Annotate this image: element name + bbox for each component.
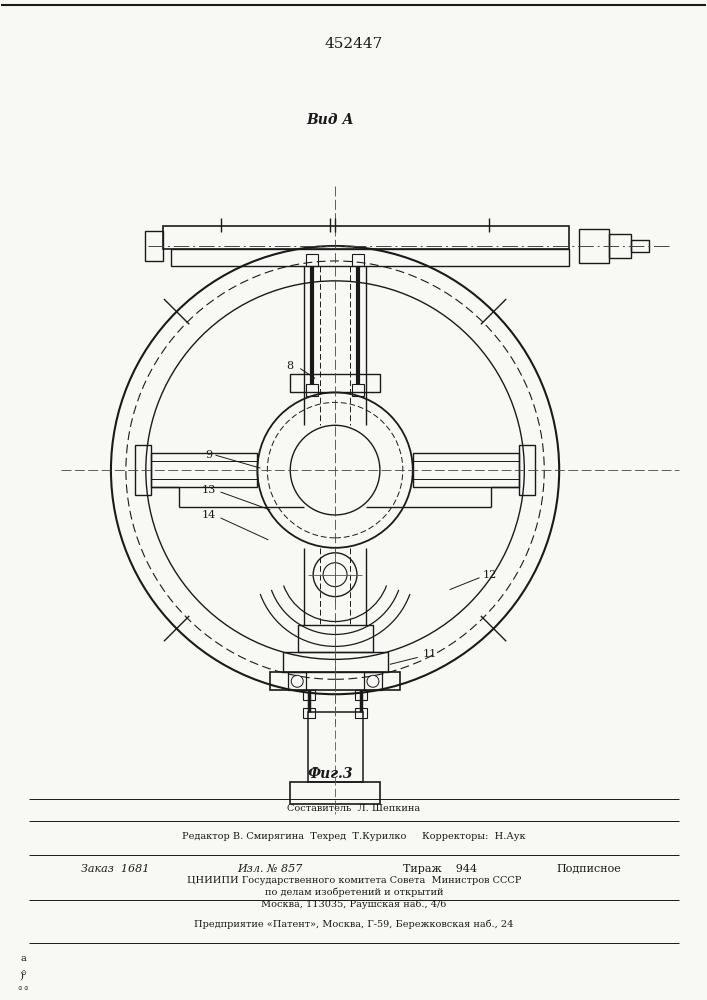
Text: ЦНИИПИ Государственного комитета Совета  Министров СССР: ЦНИИПИ Государственного комитета Совета … <box>187 876 521 885</box>
Bar <box>306 384 318 396</box>
Text: по делам изобретений и открытий: по делам изобретений и открытий <box>264 888 443 897</box>
Text: ⊙: ⊙ <box>17 986 22 991</box>
Text: 12: 12 <box>482 570 496 580</box>
Text: Предприятие «Патент», Москва, Г-59, Бережковская наб., 24: Предприятие «Патент», Москва, Г-59, Бере… <box>194 920 514 929</box>
Bar <box>291 374 380 392</box>
Text: Подписное: Подписное <box>556 864 621 874</box>
Bar <box>579 229 609 263</box>
Text: Тираж    944: Тираж 944 <box>402 864 477 874</box>
Bar <box>355 690 367 700</box>
Bar <box>609 234 631 258</box>
Text: Составитель  Л. Шепкина: Составитель Л. Шепкина <box>288 804 421 813</box>
Bar <box>308 712 363 782</box>
Bar <box>520 445 535 495</box>
Bar <box>270 672 400 690</box>
Text: ⊙: ⊙ <box>23 986 28 991</box>
Text: 9: 9 <box>205 450 212 460</box>
Bar <box>306 254 318 266</box>
Bar <box>631 240 649 252</box>
Text: Редактор В. Смирягина  Техред  Т.Курилко     Корректоры:  Н.Аук: Редактор В. Смирягина Техред Т.Курилко К… <box>182 832 526 841</box>
Text: Москва, 113035, Раушская наб., 4/6: Москва, 113035, Раушская наб., 4/6 <box>262 900 447 909</box>
Text: 11: 11 <box>423 649 437 659</box>
Bar <box>170 249 569 266</box>
Text: ⊙: ⊙ <box>21 969 26 977</box>
Bar <box>413 453 520 487</box>
Bar <box>163 226 569 249</box>
Bar <box>352 254 364 266</box>
Text: а: а <box>21 954 26 963</box>
Text: Фиг.3: Фиг.3 <box>308 767 353 781</box>
Bar <box>303 690 315 700</box>
Text: Заказ  1681: Заказ 1681 <box>81 864 149 874</box>
Text: Вид А: Вид А <box>306 113 354 127</box>
Bar <box>303 708 315 718</box>
Text: ): ) <box>19 972 23 981</box>
Bar <box>284 652 388 672</box>
Text: 13: 13 <box>201 485 216 495</box>
Text: 8: 8 <box>286 361 294 371</box>
Bar <box>135 445 151 495</box>
Text: 452447: 452447 <box>325 37 383 51</box>
Text: 14: 14 <box>201 510 216 520</box>
Bar <box>352 384 364 396</box>
Bar <box>364 672 382 690</box>
Bar <box>355 708 367 718</box>
Text: Изл. № 857: Изл. № 857 <box>238 864 303 874</box>
Bar <box>151 453 257 487</box>
Bar <box>298 625 373 652</box>
Bar <box>145 231 163 261</box>
Bar <box>288 672 306 690</box>
Bar <box>291 782 380 804</box>
